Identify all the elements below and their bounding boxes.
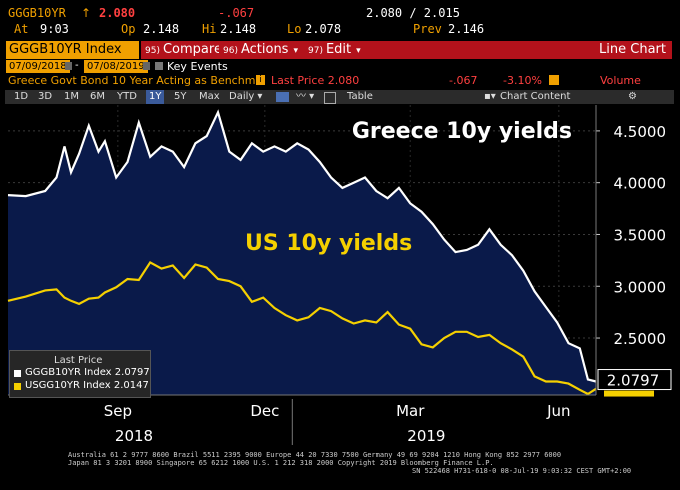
- prev-label: Prev: [413, 22, 442, 36]
- y-tick-label: 4.5000: [614, 123, 667, 141]
- edit-number: 97): [308, 46, 323, 56]
- compare-button[interactable]: 95) Compare: [141, 41, 224, 59]
- legend-swatch-us: [14, 383, 21, 390]
- high-value: 2.148: [220, 22, 257, 36]
- high-label: Hi: [202, 22, 217, 36]
- y-tick-label: 3.5000: [614, 226, 667, 244]
- low-value: 2.078: [305, 22, 342, 36]
- chart-svg: 4.5000 4.0000 3.5000 3.0000 2.5000 Sep Dec Mar…: [5, 105, 674, 450]
- actions-label: Actions: [240, 42, 289, 57]
- actions-dropdown-icon: ▾: [293, 46, 298, 56]
- actions-number: 96): [223, 46, 238, 56]
- footer-line-2: Japan 81 3 3201 8900 Singapore 65 6212 1…: [68, 459, 494, 467]
- y-tick-label: 4.0000: [614, 175, 667, 193]
- y-tick-label: 3.0000: [614, 278, 667, 296]
- last-price-label: Last Price 2.080: [271, 74, 360, 87]
- legend-swatch-greece: [14, 370, 21, 377]
- view-label: Line Chart: [599, 42, 666, 57]
- compare-label: Compare: [162, 42, 222, 57]
- key-events-label: Key Events: [167, 60, 228, 73]
- x-month-label: Jun: [546, 402, 570, 420]
- last-value-label: 2.0797: [597, 369, 672, 397]
- x-month-label: Sep: [104, 402, 132, 420]
- edit-label: Edit: [325, 42, 352, 57]
- last-value-text: 2.0797: [607, 372, 660, 390]
- period-1m[interactable]: 1M: [64, 91, 79, 102]
- us-annotation: US 10y yields: [245, 231, 412, 256]
- pct-marker: [549, 75, 559, 85]
- greece-series-line: [7, 109, 597, 383]
- at-time: 9:03: [40, 22, 69, 36]
- legend-item-us: USGG10YR Index 2.0147: [25, 380, 149, 391]
- info-change: -.067: [449, 74, 478, 87]
- info-icon[interactable]: i: [256, 75, 265, 85]
- greece-area-fill: [8, 112, 596, 396]
- actions-button[interactable]: 96) Actions ▾: [219, 41, 309, 59]
- edit-button[interactable]: 97) Edit ▾: [304, 41, 368, 59]
- footer-line-3: SN 522468 H731-618-0 08-Jul-19 9:03:32 C…: [412, 467, 632, 475]
- info-pct-change: -3.10%: [503, 74, 542, 87]
- at-label: At: [14, 22, 29, 36]
- open-label: Op: [121, 22, 136, 36]
- bid-ask: 2.080 / 2.015: [366, 6, 460, 20]
- footer-line-1: Australia 61 2 9777 8600 Brazil 5511 239…: [68, 451, 562, 459]
- x-year-label: 2019: [407, 427, 445, 445]
- table-icon: [324, 92, 336, 104]
- y-axis: 4.5000 4.0000 3.5000 3.0000 2.5000: [595, 105, 667, 395]
- legend-item-greece: GGGB10YR Index 2.0797: [25, 367, 150, 378]
- last-value-box: [597, 369, 672, 391]
- date-separator: -: [75, 60, 79, 71]
- period-3d[interactable]: 3D: [38, 91, 53, 102]
- period-5y[interactable]: 5Y: [174, 91, 187, 102]
- frequency-dropdown-icon: ▾: [257, 91, 263, 102]
- net-change: -.067: [218, 6, 255, 20]
- x-month-label: Dec: [250, 402, 279, 420]
- legend: Last Price GGGB10YR Index 2.0797 USGG10Y…: [9, 350, 151, 398]
- us-series-line: [7, 260, 597, 396]
- greece-annotation: Greece 10y yields: [352, 119, 572, 144]
- ticker: GGGB10YR: [8, 6, 66, 20]
- settings-gear-icon[interactable]: ⚙: [628, 91, 637, 102]
- key-events-checkbox[interactable]: [155, 62, 163, 70]
- edit-dropdown-icon: ▾: [356, 46, 361, 56]
- chart-toolbar: [5, 90, 674, 104]
- period-max[interactable]: Max: [199, 91, 220, 102]
- period-1y[interactable]: 1Y: [146, 90, 165, 104]
- draw-tools-icon[interactable]: 〰 ▾: [296, 91, 315, 102]
- end-date-field[interactable]: 07/08/2019: [84, 60, 148, 73]
- us-last-value-marker: [604, 390, 654, 397]
- volume-label: Volume: [600, 74, 641, 87]
- period-ytd[interactable]: YTD: [117, 91, 137, 102]
- prev-value: 2.146: [448, 22, 485, 36]
- last-price: 2.080: [99, 6, 136, 20]
- up-arrow-icon: ↑: [81, 6, 92, 20]
- line-chart-icon[interactable]: [276, 92, 289, 102]
- view-title-bar: Line Chart: [364, 41, 672, 59]
- x-month-label: Mar: [396, 402, 425, 420]
- compare-number: 95): [145, 46, 160, 56]
- frequency-label: Daily: [229, 91, 255, 102]
- period-6m[interactable]: 6M: [90, 91, 105, 102]
- legend-title: Last Price: [54, 355, 103, 366]
- security-description: Greece Govt Bond 10 Year Acting as Bench…: [8, 74, 266, 87]
- security-field[interactable]: GGGB10YR Index: [6, 41, 139, 59]
- chart-content-icon[interactable]: ▪▾: [484, 91, 496, 102]
- x-year-label: 2018: [115, 427, 153, 445]
- calendar-icon[interactable]: [65, 62, 72, 70]
- table-button[interactable]: Table: [347, 91, 373, 102]
- low-label: Lo: [287, 22, 302, 36]
- chart-content-button[interactable]: Chart Content: [500, 91, 571, 102]
- open-value: 2.148: [143, 22, 180, 36]
- start-date-field[interactable]: 07/09/2018: [6, 60, 70, 73]
- calendar-icon-end[interactable]: [143, 62, 150, 70]
- frequency-dropdown[interactable]: Daily ▾: [229, 90, 262, 104]
- y-tick-label: 2.5000: [614, 330, 667, 348]
- period-1d[interactable]: 1D: [14, 91, 29, 102]
